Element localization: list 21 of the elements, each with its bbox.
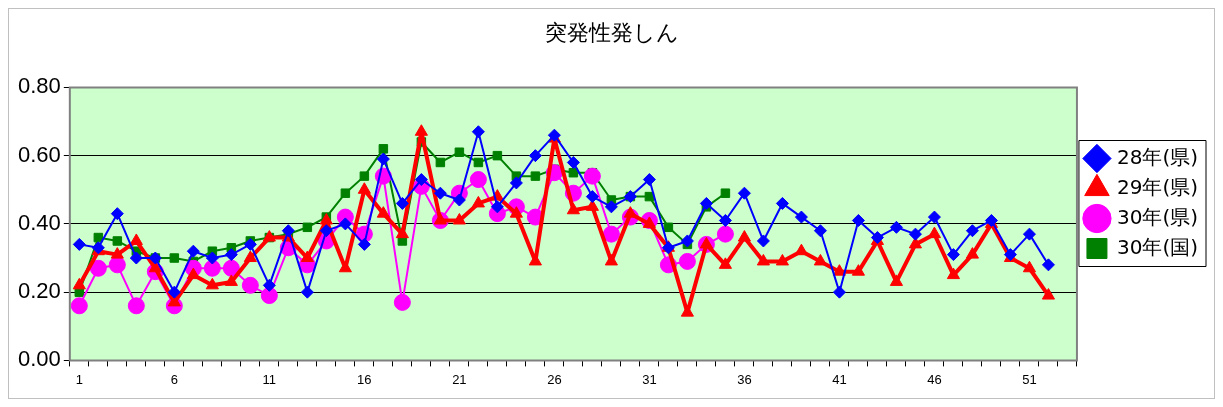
y-tick-label: 0.00 — [17, 346, 61, 372]
chart-title: 突発性発しん — [544, 19, 679, 45]
x-tick-label: 11 — [262, 371, 277, 387]
x-tick-label: 6 — [170, 371, 178, 387]
x-tick-label: 1 — [75, 371, 83, 387]
y-tick-label: 0.40 — [17, 209, 61, 235]
y-tick-label: 0.60 — [17, 141, 61, 167]
legend-label: 30年(国) — [1116, 234, 1199, 259]
x-tick-label: 26 — [547, 371, 562, 387]
x-tick-label: 31 — [642, 371, 657, 387]
x-tick-label: 16 — [357, 371, 372, 387]
y-tick-label: 0.20 — [17, 278, 61, 304]
x-tick-label: 21 — [452, 371, 467, 387]
legend-label: 28年(県) — [1116, 144, 1199, 169]
x-tick-label: 41 — [832, 371, 847, 387]
y-tick-label: 0.80 — [17, 73, 61, 99]
x-tick-label: 51 — [1022, 371, 1037, 387]
legend-label: 30年(県) — [1116, 204, 1199, 229]
x-tick-label: 46 — [927, 371, 942, 387]
legend-label: 29年(県) — [1116, 174, 1199, 199]
x-tick-label: 36 — [737, 371, 752, 387]
